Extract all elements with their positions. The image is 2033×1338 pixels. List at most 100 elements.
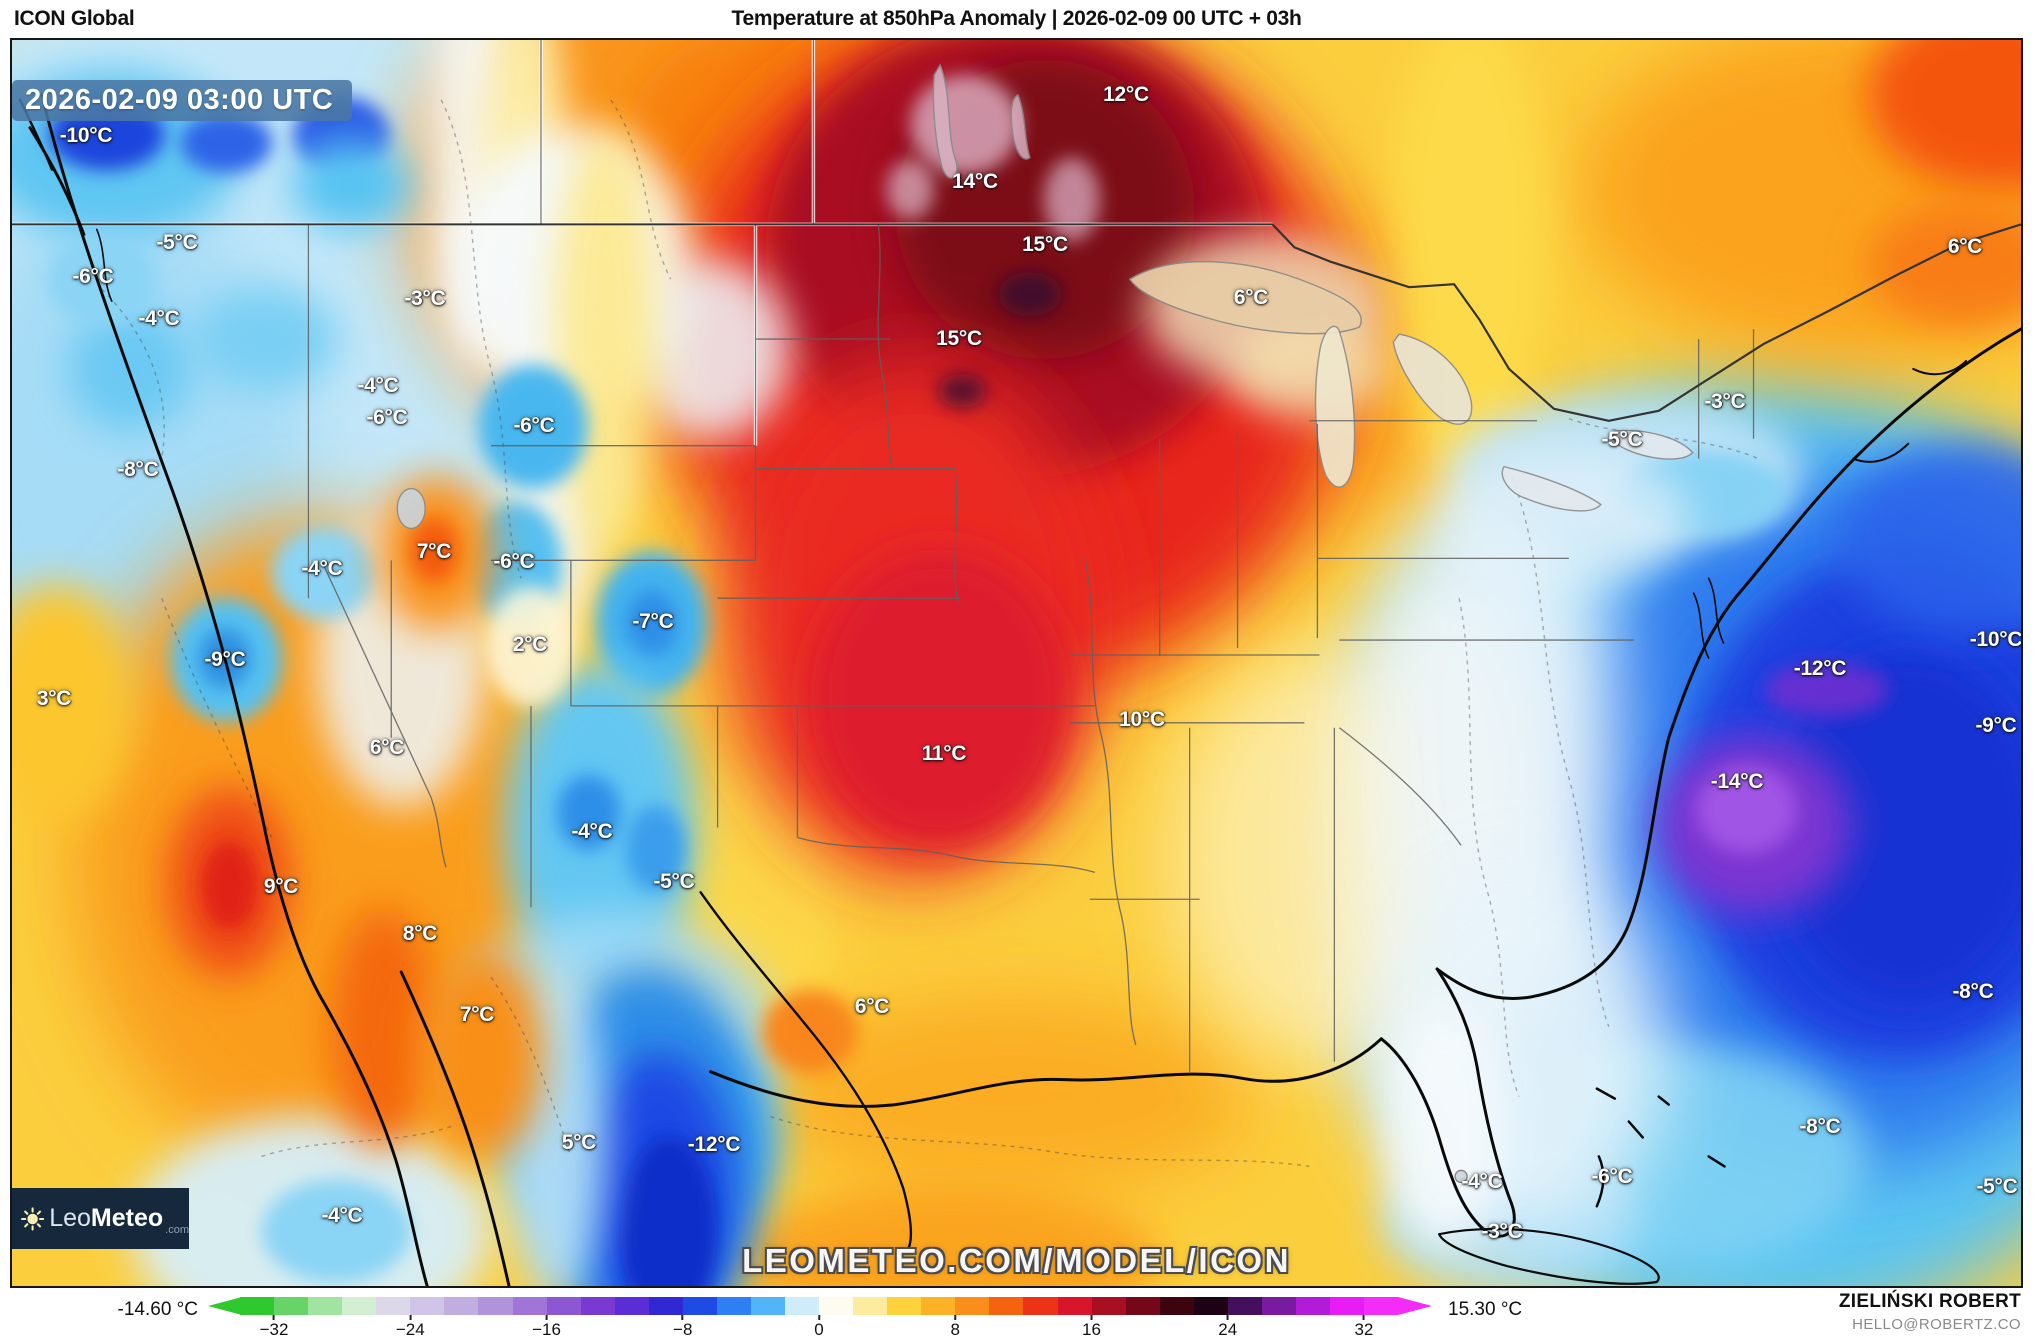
colorbar-segment — [308, 1297, 343, 1315]
temp-label: 2°C — [512, 633, 548, 656]
colorbar — [208, 1297, 1432, 1315]
temp-label: -4°C — [321, 1204, 363, 1227]
temp-label: -9°C — [204, 648, 246, 671]
temp-label: -6°C — [513, 414, 555, 437]
colorbar-segment — [1364, 1297, 1399, 1315]
colorbar-segment — [1295, 1297, 1330, 1315]
temp-label: -4°C — [138, 307, 180, 330]
colorbar-segment — [444, 1297, 479, 1315]
colorbar-segment — [1227, 1297, 1262, 1315]
temp-label: 15°C — [1022, 233, 1068, 256]
colorbar-segment — [342, 1297, 377, 1315]
colorbar-tick: 32 — [1354, 1315, 1373, 1338]
temp-label: -5°C — [156, 231, 198, 254]
temp-label: -6°C — [1591, 1165, 1633, 1188]
temp-label: -5°C — [1976, 1175, 2018, 1198]
colorbar-segment — [1057, 1297, 1092, 1315]
colorbar-tick: −32 — [260, 1315, 288, 1338]
temp-label: -12°C — [1793, 657, 1847, 680]
watermark: LEOMETEO.COM/MODEL/ICON — [742, 1242, 1291, 1279]
temp-label: 8°C — [402, 922, 438, 945]
colorbar-segment — [819, 1297, 854, 1315]
temp-label: -6°C — [72, 265, 114, 288]
colorbar-segment — [955, 1297, 990, 1315]
temp-label: -10°C — [1969, 628, 2023, 651]
colorbar-segment — [1261, 1297, 1296, 1315]
colorbar-segment — [989, 1297, 1024, 1315]
sun-icon — [21, 1206, 45, 1231]
temp-label: -4°C — [571, 820, 613, 843]
temp-label: -6°C — [366, 406, 408, 429]
temp-label: 6°C — [369, 736, 405, 759]
model-name: ICON Global — [14, 7, 135, 30]
colorbar-segment — [1159, 1297, 1194, 1315]
colorbar-tick: 0 — [814, 1315, 824, 1338]
temp-label: -6°C — [493, 550, 535, 573]
temp-label: -8°C — [1952, 980, 1994, 1003]
colorbar-tick: −8 — [673, 1315, 692, 1338]
colorbar-segment — [512, 1297, 547, 1315]
colorbar-ticks: −32 −24 −16 −8 0 8 16 24 32 — [240, 1315, 1398, 1338]
temp-label: 3°C — [36, 687, 72, 710]
temp-label: 5°C — [561, 1131, 597, 1154]
colorbar-left-arrow — [208, 1297, 242, 1315]
logo-text-meteo: Meteo — [90, 1204, 164, 1232]
temp-label: 7°C — [459, 1003, 495, 1026]
weather-map: 2026-02-09 03:00 UTC -10°C -5°C -6°C -4°C -3… — [10, 38, 2023, 1288]
temp-label: 9°C — [263, 875, 299, 898]
temp-label: -7°C — [632, 610, 674, 633]
temp-label: -4°C — [1461, 1170, 1503, 1193]
author-name: ZIELIŃSKI ROBERT — [1838, 1291, 2021, 1312]
colorbar-segment — [887, 1297, 922, 1315]
temp-label: -4°C — [357, 374, 399, 397]
valid-time-badge: 2026-02-09 03:00 UTC — [12, 80, 352, 121]
logo-text-tld: .com — [165, 1224, 189, 1236]
colorbar-tick: 16 — [1082, 1315, 1101, 1338]
temp-label: 7°C — [416, 540, 452, 563]
colorbar-segment — [478, 1297, 513, 1315]
colorbar-segment — [1193, 1297, 1228, 1315]
colorbar-segment — [682, 1297, 717, 1315]
temp-label: -10°C — [59, 124, 113, 147]
temp-label: 11°C — [921, 742, 967, 765]
temp-label: -8°C — [1799, 1115, 1841, 1138]
colorbar-segment — [410, 1297, 445, 1315]
temp-label: -3°C — [1704, 390, 1746, 413]
temp-label: 6°C — [854, 995, 890, 1018]
leometeo-logo: Leo Meteo .com — [12, 1188, 189, 1249]
author-email: HELLO@ROBERTZ.CO — [1852, 1316, 2021, 1333]
temp-label: -9°C — [1975, 714, 2017, 737]
colorbar-segment — [240, 1297, 275, 1315]
temp-label: -12°C — [687, 1133, 741, 1156]
colorbar-segment — [614, 1297, 649, 1315]
colorbar-tick: −16 — [532, 1315, 561, 1338]
colorbar-segment — [1330, 1297, 1365, 1315]
colorbar-segment — [853, 1297, 888, 1315]
colorbar-segment — [376, 1297, 411, 1315]
header: ICON Global Temperature at 850hPa Anomal… — [0, 0, 2033, 38]
temp-label: 14°C — [952, 170, 998, 193]
colorbar-footer: -14.60 °C −32 −24 −16 −8 0 8 16 24 32 15.30 °C Z… — [0, 1288, 2033, 1338]
colorbar-tick: −24 — [396, 1315, 425, 1338]
temp-label: -3°C — [1481, 1220, 1523, 1243]
colorbar-segment — [580, 1297, 615, 1315]
temperature-anomaly-field — [12, 40, 2021, 1286]
temp-label: 15°C — [936, 327, 982, 350]
colorbar-segments — [240, 1297, 1399, 1315]
min-value-label: -14.60 °C — [117, 1299, 198, 1320]
colorbar-segment — [546, 1297, 581, 1315]
temp-label: 6°C — [1233, 286, 1269, 309]
colorbar-tick: 24 — [1218, 1315, 1237, 1338]
logo-text-leo: Leo — [49, 1204, 91, 1232]
colorbar-segment — [648, 1297, 683, 1315]
temp-label: -8°C — [117, 458, 159, 481]
colorbar-tick: 8 — [951, 1315, 960, 1338]
colorbar-segment — [921, 1297, 956, 1315]
temp-label: -5°C — [653, 870, 695, 893]
credit: ZIELIŃSKI ROBERT HELLO@ROBERTZ.CO — [1839, 1291, 2021, 1333]
temp-label: -5°C — [1601, 428, 1643, 451]
temp-label: 12°C — [1103, 83, 1149, 106]
colorbar-segment — [1091, 1297, 1126, 1315]
colorbar-segment — [274, 1297, 309, 1315]
